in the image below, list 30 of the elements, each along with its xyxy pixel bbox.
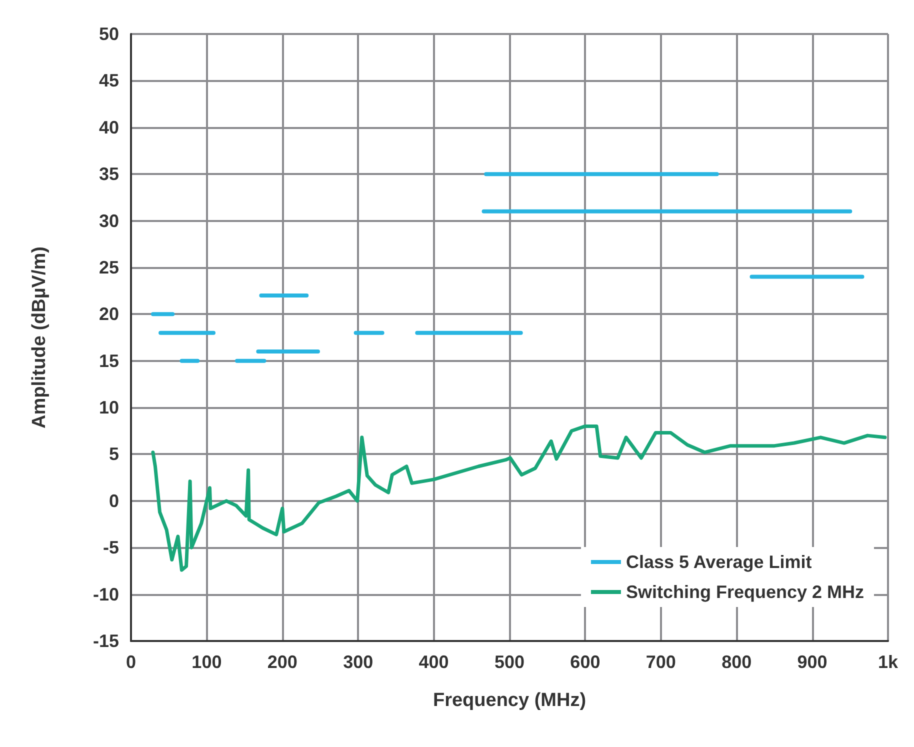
y-tick-label: -15 <box>92 631 119 651</box>
legend-label: Switching Frequency 2 MHz <box>626 582 864 602</box>
x-tick-label: 100 <box>192 652 222 672</box>
y-tick-label: 25 <box>98 257 119 278</box>
x-tick-label: 500 <box>494 652 525 672</box>
x-tick-label: 600 <box>570 652 600 672</box>
x-axis-title: Frequency (MHz) <box>432 690 586 711</box>
x-tick-label: 300 <box>343 652 374 672</box>
y-tick-label: -5 <box>102 538 119 558</box>
x-tick-label: 800 <box>722 652 752 672</box>
x-tick-label: 400 <box>418 652 449 672</box>
y-tick-label: 10 <box>98 398 119 418</box>
x-tick-label: 0 <box>126 652 136 672</box>
y-tick-label: 0 <box>108 490 119 511</box>
legend-label: Class 5 Average Limit <box>626 552 812 572</box>
y-tick-label: 35 <box>98 164 119 184</box>
x-tick-label: 1k <box>878 652 899 672</box>
y-tick-label: 15 <box>98 350 119 371</box>
y-tick-label: 45 <box>98 70 119 91</box>
y-axis-title: Amplitude (dBµV/m) <box>29 246 50 428</box>
y-tick-label: 30 <box>98 210 119 231</box>
y-tick-label: 5 <box>108 444 119 464</box>
y-tick-label: 20 <box>98 304 119 324</box>
y-tick-label: 50 <box>98 24 119 44</box>
y-tick-label: -10 <box>92 584 119 604</box>
y-tick-label: 40 <box>98 117 119 138</box>
line-series <box>151 424 887 572</box>
x-tick-label: 900 <box>797 652 828 672</box>
x-tick-label: 200 <box>267 652 298 672</box>
x-tick-label: 700 <box>646 652 676 672</box>
